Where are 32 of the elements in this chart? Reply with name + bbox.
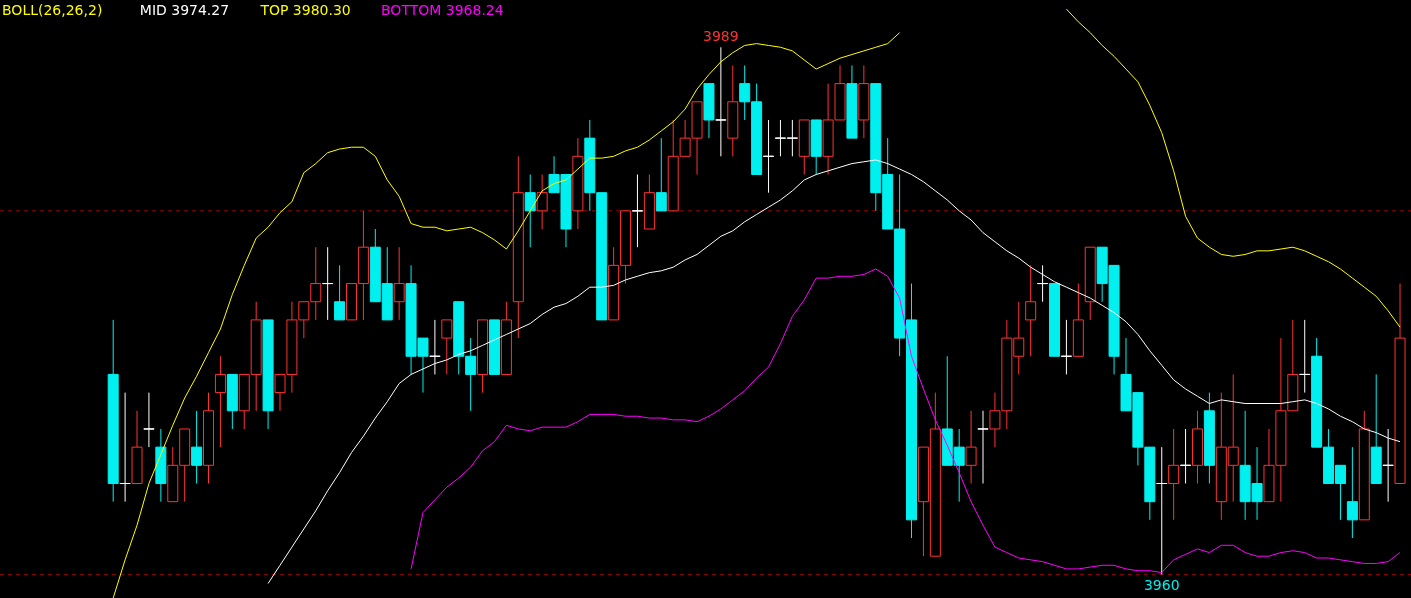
text: BOTTOM 3968.24 (381, 2, 504, 18)
candlestick (322, 246, 334, 321)
annotation: 3989 (703, 28, 739, 45)
candlestick (334, 264, 346, 321)
candlestick (1346, 446, 1358, 539)
candlestick (429, 319, 441, 375)
candlestick (977, 410, 989, 484)
candlestick (763, 119, 775, 194)
candlestick (1037, 264, 1049, 303)
candlestick (1060, 319, 1072, 375)
candlestick (655, 137, 667, 212)
candlestick (1168, 428, 1180, 521)
candlestick (1382, 428, 1394, 503)
candlestick (191, 410, 203, 484)
candlestick (536, 173, 548, 230)
candlestick (393, 246, 405, 321)
candlestick (631, 173, 643, 248)
candlestick (441, 319, 453, 375)
candlestick (524, 173, 536, 248)
candlestick (1180, 428, 1192, 484)
chart-title: BOLL(26,26,2) (2, 2, 103, 18)
candlestick (1025, 264, 1037, 357)
candlestick (214, 355, 226, 448)
candlestick (119, 392, 131, 503)
annotation: 3960 (1143, 577, 1180, 594)
candlestick (715, 46, 727, 157)
candlestick (965, 410, 977, 484)
text: MID 3974.27 (139, 2, 230, 18)
candlestick (143, 392, 155, 448)
candlestick (1299, 319, 1311, 394)
text: TOP 3980.30 (259, 2, 351, 18)
candlestick (1156, 446, 1168, 575)
